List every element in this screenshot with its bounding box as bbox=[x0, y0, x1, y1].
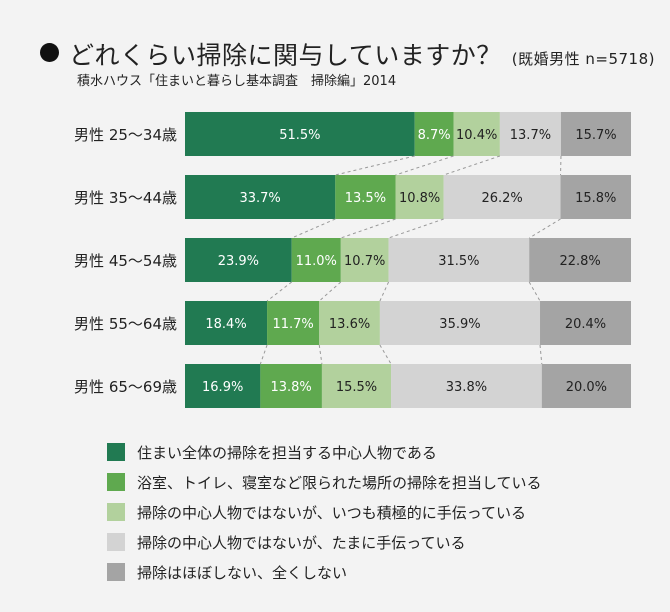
legend-item: 掃除の中心人物ではないが、たまに手伝っている bbox=[107, 527, 542, 557]
data-label: 13.6% bbox=[329, 317, 370, 332]
category-label: 男性 35〜44歳 bbox=[74, 189, 177, 207]
connector-line bbox=[388, 218, 444, 239]
data-label: 8.7% bbox=[418, 128, 451, 143]
legend-label: 掃除の中心人物ではないが、たまに手伝っている bbox=[137, 533, 466, 552]
bar-segment bbox=[340, 238, 389, 282]
bar-segment bbox=[540, 301, 631, 345]
connector-line bbox=[318, 281, 342, 302]
data-label: 16.9% bbox=[202, 380, 243, 395]
legend-label: 浴室、トイレ、寝室など限られた場所の掃除を担当している bbox=[137, 473, 542, 492]
data-label: 23.9% bbox=[218, 254, 259, 269]
data-label: 10.7% bbox=[344, 254, 385, 269]
data-label: 11.7% bbox=[272, 317, 313, 332]
legend-swatch bbox=[107, 473, 125, 491]
stacked-bar-chart: 男性 25〜34歳 51.5% 8.7% 10.4% 13.7% 15.7% 男性 35〜4… bbox=[74, 112, 631, 408]
legend-item: 掃除の中心人物ではないが、いつも積極的に手伝っている bbox=[107, 497, 542, 527]
legend: 住まい全体の掃除を担当する中心人物である浴室、トイレ、寝室など限られた場所の掃除… bbox=[107, 437, 542, 587]
bullet-icon bbox=[40, 43, 59, 62]
bar-segment bbox=[391, 364, 542, 408]
bar-segment bbox=[388, 238, 530, 282]
data-label: 10.4% bbox=[456, 128, 497, 143]
bar-segment bbox=[379, 301, 541, 345]
data-label: 11.0% bbox=[296, 254, 337, 269]
data-label: 20.0% bbox=[566, 380, 607, 395]
data-label: 13.7% bbox=[510, 128, 551, 143]
category-label: 男性 45〜54歳 bbox=[74, 252, 177, 270]
connector-line bbox=[379, 344, 392, 365]
bar-segment bbox=[321, 364, 392, 408]
data-label: 15.5% bbox=[336, 380, 377, 395]
bar-segment bbox=[560, 112, 631, 156]
data-label: 15.7% bbox=[575, 128, 616, 143]
connector-line bbox=[539, 344, 543, 365]
legend-item: 掃除はほぼしない、全くしない bbox=[107, 557, 542, 587]
bar-segment bbox=[335, 175, 396, 219]
legend-item: 浴室、トイレ、寝室など限られた場所の掃除を担当している bbox=[107, 467, 542, 497]
bar-segment bbox=[453, 112, 500, 156]
legend-swatch bbox=[107, 533, 125, 551]
data-label: 22.8% bbox=[559, 254, 600, 269]
bar-segment bbox=[414, 112, 454, 156]
connector-line bbox=[528, 281, 541, 302]
bar-segment bbox=[185, 301, 268, 345]
legend-item: 住まい全体の掃除を担当する中心人物である bbox=[107, 437, 542, 467]
connector-line bbox=[335, 155, 415, 176]
bar-segment bbox=[185, 112, 415, 156]
bar-segment bbox=[443, 175, 561, 219]
data-label: 13.5% bbox=[345, 191, 386, 206]
bar-segment bbox=[185, 175, 336, 219]
legend-label: 住まい全体の掃除を担当する中心人物である bbox=[137, 443, 437, 462]
connector-line bbox=[291, 218, 336, 239]
data-label: 35.9% bbox=[439, 317, 480, 332]
data-label: 31.5% bbox=[438, 254, 479, 269]
bar-segment bbox=[185, 364, 261, 408]
bar-segment bbox=[529, 238, 631, 282]
bar-segment bbox=[319, 301, 380, 345]
data-label: 20.4% bbox=[565, 317, 606, 332]
connector-line bbox=[318, 344, 323, 365]
data-label: 10.8% bbox=[399, 191, 440, 206]
chart-subtitle: (既婚男性 n=5718) bbox=[511, 50, 655, 68]
connector-line bbox=[340, 218, 396, 239]
data-label: 26.2% bbox=[481, 191, 522, 206]
legend-swatch bbox=[107, 443, 125, 461]
legend-swatch bbox=[107, 563, 125, 581]
bar-segment bbox=[560, 175, 631, 219]
data-label: 15.8% bbox=[575, 191, 616, 206]
bar-segment bbox=[499, 112, 561, 156]
connector-line bbox=[266, 281, 293, 302]
connector-line bbox=[379, 281, 390, 302]
data-label: 18.4% bbox=[205, 317, 246, 332]
connector-line bbox=[395, 155, 454, 176]
data-label: 51.5% bbox=[279, 128, 320, 143]
bar-segment bbox=[541, 364, 631, 408]
bar-segment bbox=[395, 175, 444, 219]
bar-segment bbox=[267, 301, 320, 345]
data-label: 33.8% bbox=[446, 380, 487, 395]
bar-segment bbox=[185, 238, 292, 282]
bar-segment bbox=[291, 238, 341, 282]
chart-title: どれくらい掃除に関与していますか？ (既婚男性 n=5718) bbox=[40, 36, 655, 72]
data-label: 13.8% bbox=[270, 380, 311, 395]
legend-swatch bbox=[107, 503, 125, 521]
chart-source: 積水ハウス「住まいと暮らし基本調査 掃除編」2014 bbox=[77, 74, 397, 89]
connector-line bbox=[443, 155, 501, 176]
legend-label: 掃除はほぼしない、全くしない bbox=[137, 563, 348, 582]
category-label: 男性 25〜34歳 bbox=[74, 126, 177, 144]
bar-segment bbox=[260, 364, 322, 408]
connector-line bbox=[528, 218, 561, 239]
category-label: 男性 55〜64歳 bbox=[74, 315, 177, 333]
data-label: 33.7% bbox=[239, 191, 280, 206]
legend-label: 掃除の中心人物ではないが、いつも積極的に手伝っている bbox=[137, 503, 526, 522]
connector-line bbox=[259, 344, 268, 365]
chart-title-text: どれくらい掃除に関与していますか？ bbox=[69, 41, 502, 70]
category-label: 男性 65〜69歳 bbox=[74, 378, 177, 396]
